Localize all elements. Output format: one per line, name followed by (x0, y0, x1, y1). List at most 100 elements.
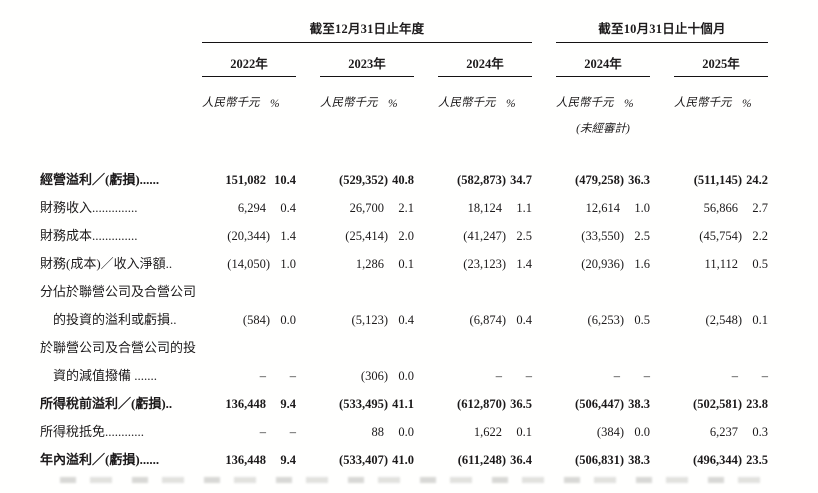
value-cell: (14,050) (227, 257, 270, 271)
column-gap (532, 278, 556, 334)
financial-summary-table: 截至12月31日止年度 截至10月31日止十個月 2022年 2023年 202… (36, 12, 768, 474)
value-cell: (2,548) (705, 313, 742, 327)
percent-cell: 36.4 (510, 453, 532, 467)
column-gap (414, 334, 438, 390)
unit-label: 人民幣千元 (202, 97, 260, 109)
percent-cell: 0.5 (634, 313, 650, 327)
column-gap (414, 42, 438, 76)
table-row: 分佔於聯營公司及合營公司 的投資的溢利或虧損.. (584) 0.0 (5,123) 0.… (36, 278, 768, 334)
percent-label: % (506, 98, 516, 110)
row-label: 財務(成本)／收入淨額.. (40, 256, 173, 271)
column-gap (532, 418, 556, 446)
column-gap (650, 334, 674, 390)
column-gap (650, 222, 674, 250)
column-gap (296, 250, 320, 278)
value-cell: (533,407) (339, 453, 388, 467)
value-cell: (5,123) (351, 313, 388, 327)
percent-label: % (742, 98, 752, 110)
header-spacer (650, 112, 768, 142)
column-gap (650, 42, 674, 76)
column-gap (650, 250, 674, 278)
percent-cell: 2.1 (398, 201, 414, 215)
value-cell: 6,237 (709, 425, 738, 439)
column-gap (414, 76, 438, 112)
table-row: 財務(成本)／收入淨額.. (14,050) 1.0 1,286 0.1 (23,123)… (36, 250, 768, 278)
column-gap (296, 42, 320, 76)
percent-cell: 1.0 (280, 257, 296, 271)
column-gap (532, 142, 556, 194)
percent-cell: 9.4 (280, 453, 296, 467)
value-cell: (611,248) (457, 453, 506, 467)
value-cell: (584) (242, 313, 270, 327)
value-cell: (41,247) (463, 229, 506, 243)
percent-cell: 10.4 (274, 173, 296, 187)
column-gap (532, 42, 556, 76)
percent-cell: 36.3 (628, 173, 650, 187)
value-cell: 18,124 (467, 201, 502, 215)
percent-cell: 36.5 (510, 397, 532, 411)
value-cell: (529,352) (339, 173, 388, 187)
percent-cell: 38.3 (628, 397, 650, 411)
percent-cell: – (289, 369, 296, 383)
column-gap (296, 390, 320, 418)
column-gap (532, 12, 556, 42)
value-cell: (506,831) (575, 453, 624, 467)
row-label: 年內溢利／(虧損)...... (40, 452, 160, 467)
table-row: 經營溢利／(虧損)...... 151,082 10.4 (529,352) 40.8 (… (36, 142, 768, 194)
column-gap (414, 194, 438, 222)
percent-cell: 41.1 (392, 397, 414, 411)
value-cell: 56,866 (703, 201, 738, 215)
unaudited-note: (未經審計) (576, 123, 630, 135)
cutoff-text-strip (60, 477, 772, 483)
value-cell: 136,448 (225, 397, 266, 411)
percent-cell: 1.6 (634, 257, 650, 271)
column-gap (296, 334, 320, 390)
percent-label: % (388, 98, 398, 110)
percent-cell: – (761, 369, 768, 383)
column-gap (650, 418, 674, 446)
unit-label: 人民幣千元 (438, 97, 496, 109)
column-gap (414, 278, 438, 334)
percent-cell: – (289, 425, 296, 439)
value-cell: 136,448 (225, 453, 266, 467)
value-cell: (612,870) (457, 397, 506, 411)
column-gap (296, 418, 320, 446)
period-group-ten-months: 截至10月31日止十個月 (556, 12, 768, 43)
table-row: 財務收入.............. 6,294 0.4 26,700 2.1 18,12… (36, 194, 768, 222)
units-header-row: 人民幣千元 % 人民幣千元 % 人民幣千元 % 人民幣千元 % 人民幣千元 % (36, 76, 768, 112)
percent-cell: – (525, 369, 532, 383)
column-gap (532, 390, 556, 418)
column-gap (296, 142, 320, 194)
percent-cell: 38.3 (628, 453, 650, 467)
value-cell: 6,294 (237, 201, 266, 215)
column-gap (296, 194, 320, 222)
percent-cell: 0.0 (634, 425, 650, 439)
percent-cell: 0.4 (280, 201, 296, 215)
percent-label: % (624, 98, 634, 110)
value-cell: (511,145) (693, 173, 742, 187)
value-cell: (306) (360, 369, 388, 383)
unit-label: 人民幣千元 (320, 97, 378, 109)
year-header-2023: 2023年 (320, 42, 414, 77)
value-cell: 12,614 (585, 201, 620, 215)
percent-label: % (270, 98, 280, 110)
period-group-annual: 截至12月31日止年度 (202, 12, 532, 43)
unit-label: 人民幣千元 (556, 97, 614, 109)
value-cell: 88 (371, 425, 385, 439)
percent-cell: 0.1 (398, 257, 414, 271)
value-cell: (582,873) (457, 173, 506, 187)
header-spacer (36, 12, 202, 42)
value-cell: (502,581) (693, 397, 742, 411)
value-cell: 26,700 (349, 201, 384, 215)
percent-cell: 0.0 (280, 313, 296, 327)
year-header-2024-interim: 2024年 (556, 42, 650, 77)
percent-cell: 23.5 (746, 453, 768, 467)
percent-cell: 0.0 (398, 369, 414, 383)
table-row: 所得稅前溢利／(虧損).. 136,448 9.4 (533,495) 41.1 (612… (36, 390, 768, 418)
column-gap (296, 76, 320, 112)
value-cell: (45,754) (699, 229, 742, 243)
percent-cell: 24.2 (746, 173, 768, 187)
column-gap (650, 390, 674, 418)
percent-cell: 0.3 (752, 425, 768, 439)
